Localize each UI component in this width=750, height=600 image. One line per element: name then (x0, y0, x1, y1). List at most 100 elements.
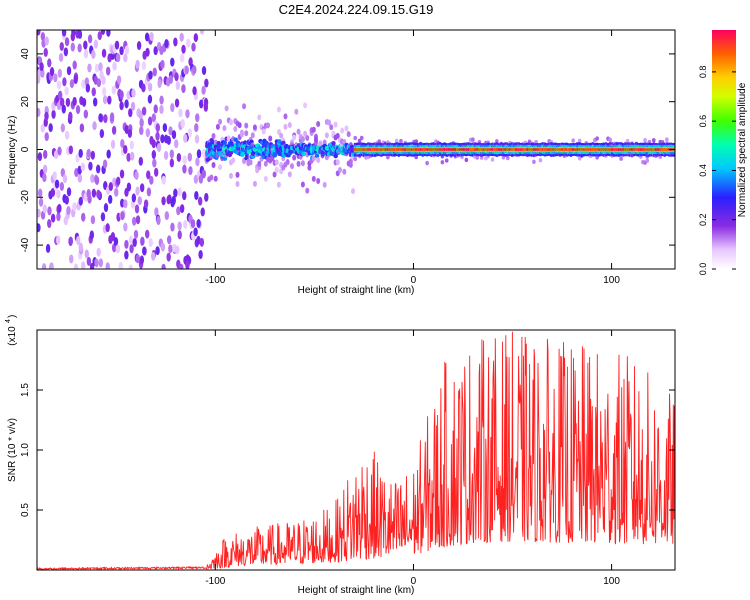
spectrogram-cell (337, 166, 342, 173)
spectrogram-cell (53, 150, 59, 160)
spectrogram-cell (643, 138, 647, 143)
spectrogram-cell (135, 186, 140, 196)
spectrogram-cell (80, 261, 86, 269)
spectrogram-cell (40, 31, 46, 41)
spectrogram-cell (120, 138, 125, 148)
spectrogram-cell (353, 156, 358, 162)
spectrogram-cell (96, 189, 101, 199)
spectrogram-cell (335, 159, 340, 166)
spectrogram-cell (90, 174, 95, 184)
spectrogram-cell (72, 202, 77, 212)
spectrogram-cell (532, 159, 536, 165)
spectrogram-cell (160, 242, 166, 252)
colorbar: 0.0 0.2 0.4 0.6 0.8 Normalized spectral ampl… (698, 30, 748, 275)
spectrogram-cell (86, 256, 92, 266)
spectrogram-cell (311, 155, 316, 162)
colorbar-tick-label: 0.8 (698, 66, 708, 79)
spectrogram-cell (252, 124, 257, 131)
spectrogram-cell (72, 96, 77, 106)
spectrogram-cell (91, 49, 96, 59)
spectrogram-cell (128, 235, 134, 245)
spectrogram-cell (671, 142, 675, 146)
spectrogram-cell (240, 151, 246, 157)
spectrogram-cell (170, 198, 175, 208)
spectrogram-cell (85, 83, 91, 93)
snr-panel: -100 0 100 0.5 1.0 1.5 Height of straight li… (5, 315, 676, 596)
spectrogram-cell (178, 108, 183, 118)
spectrogram-cell (300, 181, 305, 188)
colorbar-tick-label: 0.6 (698, 115, 708, 128)
spectrogram-cell (133, 229, 139, 239)
spectrogram-cell (126, 182, 132, 192)
spectrogram-cell (222, 140, 227, 145)
spectrogram-cell (57, 90, 63, 100)
spectrogram-cell (199, 30, 205, 35)
spectrogram-cell (490, 157, 495, 162)
spectrogram-cell (83, 109, 89, 119)
spectrogram-cell (175, 245, 180, 255)
spectrogram-cell (151, 139, 156, 149)
spectrogram-cell (87, 194, 92, 204)
spectrogram-cell (99, 129, 105, 139)
spectrogram-cell (322, 139, 327, 146)
spectrogram-cell (538, 158, 543, 163)
spectrogram-cell (134, 204, 140, 214)
spectrogram-cell (154, 207, 159, 217)
spectrogram-cell (231, 157, 236, 164)
spectrogram-cell (55, 235, 61, 245)
spectrogram-y-ticks: -40 -20 0 20 40 (20, 48, 675, 252)
spectrogram-cell (77, 30, 83, 39)
spectrogram-cell (50, 213, 56, 223)
spectrogram-cell (303, 130, 308, 137)
spectrogram-cell (235, 180, 240, 187)
spectrogram-cell (174, 72, 179, 82)
spectrogram-cell (159, 95, 164, 105)
spectrogram-cell (75, 105, 81, 115)
spectrogram-cell (305, 134, 310, 141)
spectrogram-cell (109, 112, 115, 122)
spectrogram-cell (86, 148, 91, 158)
spectrogram-cell (191, 42, 196, 52)
spectrogram-cell (72, 60, 77, 70)
spectrogram-cell (153, 46, 158, 56)
spectrogram-cell (201, 169, 206, 179)
spectrogram-cell (47, 206, 52, 216)
spectrogram-cell (114, 187, 119, 197)
spectrogram-cell (311, 175, 316, 182)
spectrogram-cell (179, 32, 184, 42)
y-tick-label: 1.5 (20, 383, 31, 397)
spectrogram-cell (143, 199, 149, 209)
spectrogram-cell (250, 132, 255, 139)
spectrogram-cell (66, 66, 72, 76)
spectrogram-cell (608, 138, 613, 143)
snr-scale-base: (x10 (7, 326, 18, 346)
spectrogram-cell (161, 263, 166, 269)
spectrogram-cell (170, 57, 175, 67)
spectrogram-cell (56, 80, 62, 90)
spectrogram-cell (162, 123, 168, 133)
spectrogram-cell (183, 133, 188, 143)
spectrogram-cell (244, 130, 249, 137)
spectrogram-cell (501, 155, 506, 160)
spectrogram-cell (89, 230, 95, 240)
spectrogram-cell (595, 136, 599, 141)
spectrogram-cell (124, 99, 129, 109)
spectrogram-cell (471, 137, 475, 142)
spectrogram-cell (65, 97, 71, 107)
spectrogram-cell (68, 236, 73, 246)
spectrogram-cell (91, 87, 96, 97)
spectrogram-cell (160, 59, 165, 69)
spectrogram-cell (124, 239, 129, 249)
spectrogram-cell (268, 135, 273, 142)
spectrogram-cell (39, 62, 44, 72)
spectrogram-cell (296, 128, 301, 135)
spectrogram-cell (194, 190, 199, 200)
spectrogram-cell (51, 109, 56, 119)
spectrogram-cell (307, 164, 312, 171)
spectrogram-cell (335, 132, 340, 139)
spectrogram-cell (248, 159, 253, 166)
spectrogram-cell (290, 163, 295, 170)
spectrogram-cell (314, 153, 320, 159)
spectrogram-cell (218, 118, 223, 125)
spectrogram-cell (284, 143, 289, 149)
